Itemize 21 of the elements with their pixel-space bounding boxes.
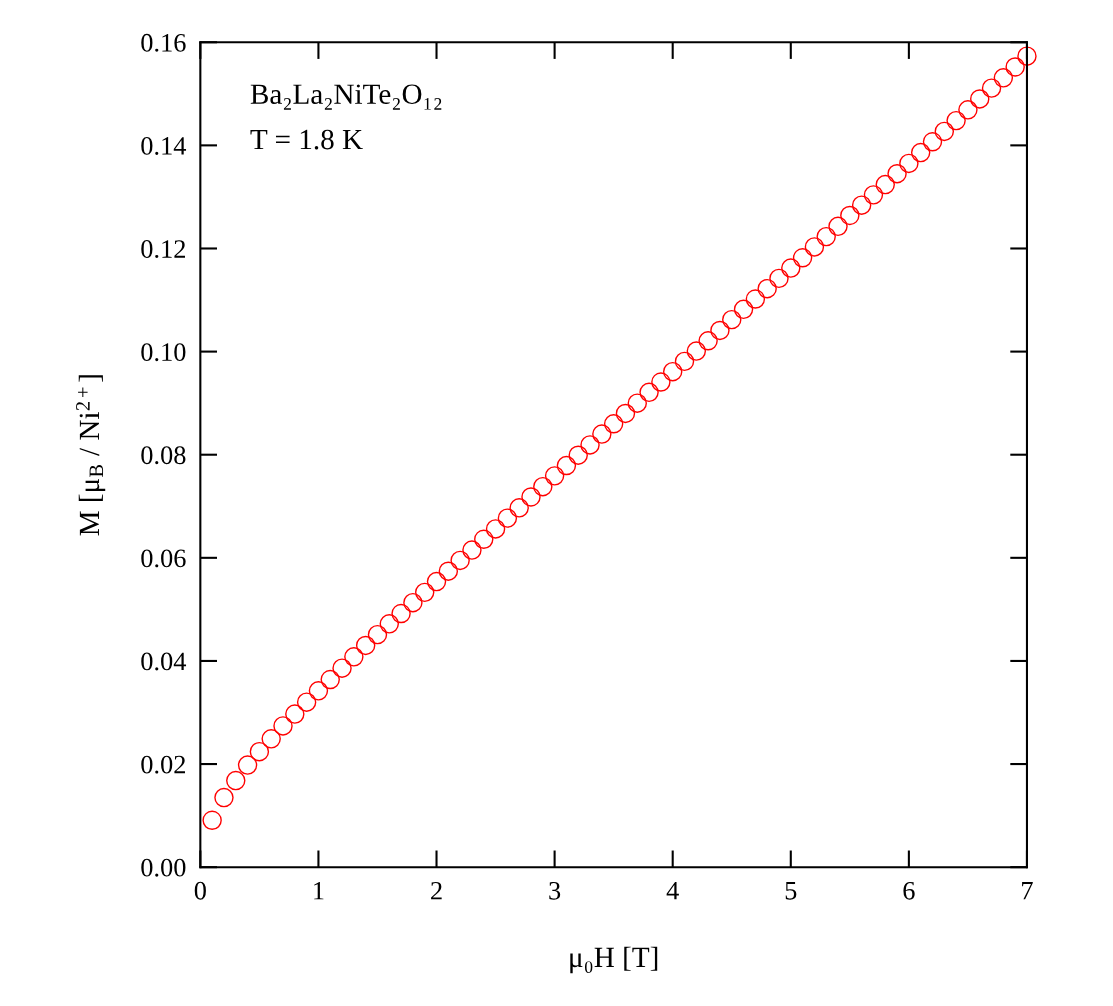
- y-tick-label: 0.06: [141, 549, 186, 568]
- x-tick-label: 3: [549, 881, 561, 900]
- y-axis-title: M [μ$_{B}$ / Ni$^{2+}$]: [76, 375, 106, 536]
- x-tick-label: 0: [194, 881, 206, 900]
- y-tick-label: 0.08: [141, 446, 186, 465]
- annotation: Ba₂La₂NiTe₂O₁₂: [250, 84, 442, 110]
- x-tick-label: 6: [903, 881, 915, 900]
- x-axis-title: μ₀H [T]: [570, 946, 658, 974]
- x-tick-label: 1: [314, 881, 324, 900]
- x-tick-label: 2: [431, 881, 442, 900]
- x-tick-label: 5: [785, 882, 797, 900]
- y-tick-label: 0.10: [141, 343, 186, 362]
- x-tick-label: 4: [666, 882, 679, 900]
- y-tick-label: 0.02: [141, 755, 185, 774]
- y-tick-label: 0.14: [141, 136, 187, 155]
- annotation: T = 1.8 K: [250, 129, 363, 150]
- y-tick-label: 0.16: [141, 33, 186, 52]
- y-tick-label: 0.04: [141, 652, 187, 671]
- x-tick-label: 7: [1022, 882, 1033, 900]
- y-tick-label: 0.00: [141, 858, 186, 877]
- y-tick-label: 0.12: [141, 240, 185, 259]
